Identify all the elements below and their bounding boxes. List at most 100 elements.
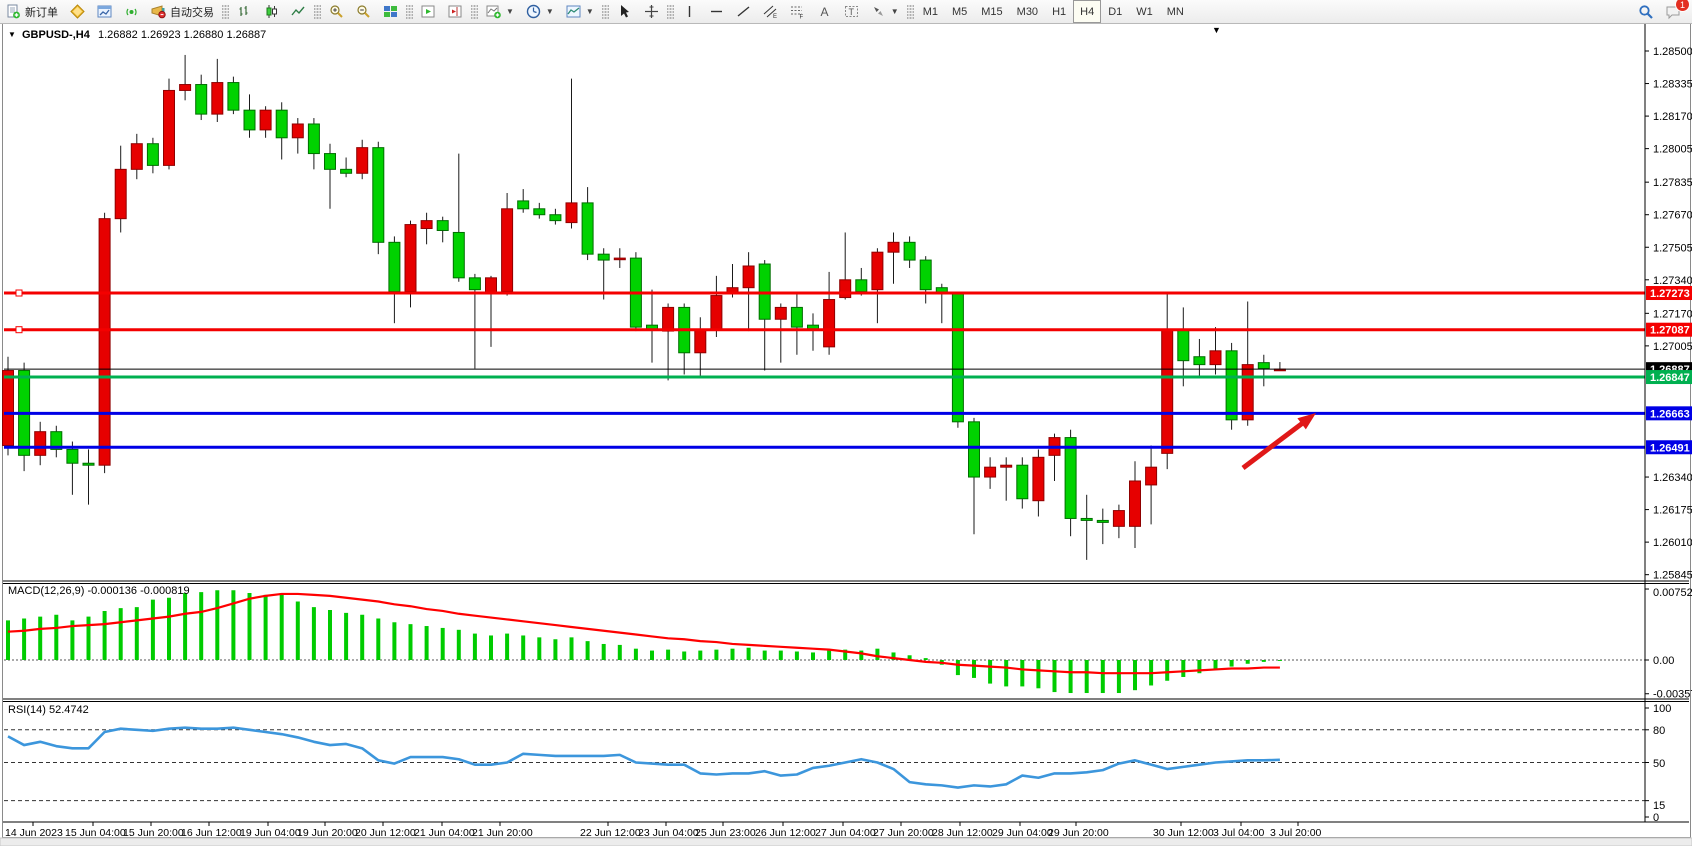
candle bbox=[388, 241, 401, 293]
timeframe-button-m1[interactable]: M1 bbox=[922, 5, 938, 18]
cursor-button[interactable] bbox=[612, 0, 637, 23]
candle bbox=[951, 293, 964, 423]
new-order-button[interactable]: 新订单 bbox=[1, 0, 63, 23]
candle bbox=[662, 306, 675, 332]
candle bbox=[1064, 437, 1077, 519]
timeframe-button-mn[interactable]: MN bbox=[1166, 5, 1184, 18]
line-handle[interactable] bbox=[15, 289, 23, 297]
candle bbox=[420, 220, 433, 230]
zoom-out-button[interactable] bbox=[351, 0, 376, 23]
label: ▼ bbox=[8, 30, 16, 39]
label: RSI(14) 52.4742 bbox=[8, 704, 89, 716]
timeframe-button-m5[interactable]: M5 bbox=[951, 5, 968, 18]
label: 1.26010 bbox=[1653, 537, 1692, 549]
crosshair-icon bbox=[644, 4, 659, 19]
candle bbox=[485, 277, 497, 295]
mql-editor-button[interactable] bbox=[65, 0, 90, 23]
timeframe-button-m30[interactable]: M30 bbox=[1016, 5, 1039, 18]
candle bbox=[356, 147, 369, 174]
candle bbox=[130, 143, 143, 170]
label: 1.28170 bbox=[1653, 111, 1692, 123]
candle-chart-icon bbox=[264, 4, 279, 19]
templates-button[interactable]: ▼ bbox=[561, 0, 599, 23]
candle bbox=[82, 462, 95, 466]
label-button[interactable]: T bbox=[839, 0, 864, 23]
signals-button[interactable] bbox=[119, 0, 144, 23]
autoscroll-button[interactable] bbox=[416, 0, 441, 23]
channel-button[interactable]: E bbox=[758, 0, 783, 23]
label: 0.007524 bbox=[1653, 587, 1692, 599]
candle bbox=[919, 259, 932, 291]
candle bbox=[1145, 466, 1158, 486]
notifications-button[interactable]: 1 bbox=[1660, 0, 1690, 23]
timeframe-button-h4[interactable]: H4 bbox=[1073, 0, 1102, 23]
label: ▼ bbox=[1212, 25, 1221, 35]
candle bbox=[565, 202, 578, 224]
label: 15 Jun 20:00 bbox=[123, 827, 184, 839]
candle bbox=[968, 421, 980, 478]
candle bbox=[1129, 480, 1141, 527]
candle bbox=[404, 224, 417, 293]
price-label-box bbox=[1646, 370, 1692, 385]
label: 1.28335 bbox=[1653, 79, 1692, 91]
crosshair-button[interactable] bbox=[639, 0, 664, 23]
macd-signal-line bbox=[7, 592, 1280, 675]
label: 1.26491 bbox=[1650, 442, 1690, 454]
candle bbox=[340, 168, 353, 174]
candle-chart-button[interactable] bbox=[259, 0, 284, 23]
chevron-down-icon: ▼ bbox=[890, 7, 899, 16]
candle bbox=[839, 279, 852, 299]
zoom-in-button[interactable] bbox=[324, 0, 349, 23]
chart-background bbox=[0, 23, 1692, 838]
timeframe-button-w1[interactable]: W1 bbox=[1136, 5, 1153, 18]
autotrading-icon bbox=[151, 4, 166, 19]
line-chart-icon bbox=[291, 4, 306, 19]
text-button[interactable]: A bbox=[812, 0, 837, 23]
candle bbox=[275, 109, 288, 139]
label: 1.25845 bbox=[1653, 570, 1692, 582]
horizontal-line-button[interactable] bbox=[704, 0, 729, 23]
toolbar-grip bbox=[222, 3, 229, 20]
candle bbox=[533, 208, 546, 216]
fibonacci-icon: F bbox=[790, 4, 805, 21]
candle bbox=[50, 431, 63, 450]
svg-text:E: E bbox=[773, 14, 777, 19]
label: 1.27170 bbox=[1653, 308, 1692, 320]
indicators-button[interactable]: ▼ bbox=[481, 0, 519, 23]
text-icon: A bbox=[817, 4, 832, 19]
vertical-line-button[interactable] bbox=[677, 0, 702, 23]
chart-window-button[interactable] bbox=[92, 0, 117, 23]
search-icon bbox=[1638, 4, 1653, 19]
arrow-head bbox=[1297, 413, 1316, 430]
time-axis[interactable] bbox=[32, 822, 1299, 826]
trendline-button[interactable] bbox=[731, 0, 756, 23]
fibonacci-button[interactable]: F bbox=[785, 0, 810, 23]
arrows-button[interactable]: ▼ bbox=[866, 0, 904, 23]
line-chart-button[interactable] bbox=[286, 0, 311, 23]
candle bbox=[694, 328, 707, 354]
timeframe-button-h1[interactable]: H1 bbox=[1052, 5, 1067, 18]
candle bbox=[549, 214, 562, 222]
label: 28 Jun 12:00 bbox=[932, 827, 993, 839]
autotrading-button[interactable]: 自动交易 bbox=[146, 0, 219, 23]
timeframe-button-d1[interactable]: D1 bbox=[1108, 5, 1123, 18]
label: 29 Jun 04:00 bbox=[992, 827, 1053, 839]
new-order-icon bbox=[6, 4, 21, 19]
periods-button[interactable]: ▼ bbox=[521, 0, 559, 23]
tile-windows-button[interactable] bbox=[378, 0, 403, 23]
bar-chart-button[interactable] bbox=[232, 0, 257, 23]
search-button[interactable] bbox=[1633, 0, 1658, 23]
line-handle[interactable] bbox=[15, 326, 23, 334]
toolbar-grip bbox=[406, 3, 413, 20]
autotrading-label: 自动交易 bbox=[170, 6, 214, 19]
timeframe-button-m15[interactable]: M15 bbox=[981, 5, 1003, 18]
vertical-line-icon bbox=[682, 4, 697, 19]
candle bbox=[1257, 362, 1270, 370]
chart-window-icon bbox=[97, 4, 112, 19]
chart-shift-button[interactable] bbox=[443, 0, 468, 23]
templates-icon bbox=[566, 4, 581, 19]
candle bbox=[307, 123, 320, 155]
arrow-annotation[interactable] bbox=[1241, 415, 1312, 470]
